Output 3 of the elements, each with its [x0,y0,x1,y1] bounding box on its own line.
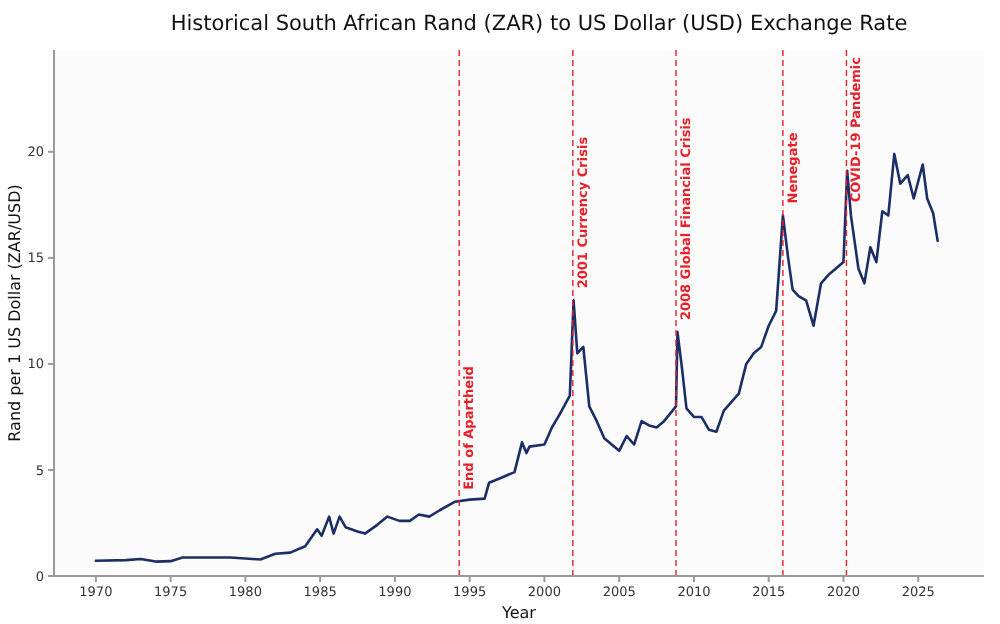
x-axis-title: Year [500,604,538,622]
y-axis-title: Rand per 1 US Dollar (ZAR/USD) [6,184,24,442]
chart-title: Historical South African Rand (ZAR) to US Dollar (USD) Exchange Rate [170,12,908,36]
